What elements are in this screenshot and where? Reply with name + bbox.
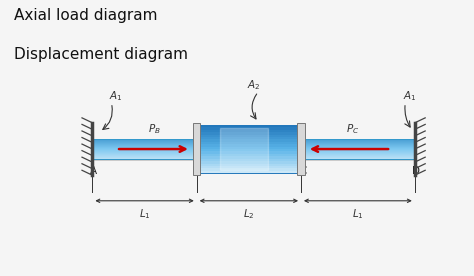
Text: Axial load diagram: Axial load diagram bbox=[14, 8, 158, 23]
Bar bbox=[92, 152, 197, 153]
Text: $P_C$: $P_C$ bbox=[346, 122, 360, 136]
Bar bbox=[92, 155, 197, 156]
Bar bbox=[197, 142, 301, 144]
Text: $A_1$: $A_1$ bbox=[109, 89, 123, 103]
Bar bbox=[197, 139, 301, 142]
Bar bbox=[301, 151, 415, 152]
Text: $L_1$: $L_1$ bbox=[352, 208, 364, 221]
Bar bbox=[92, 153, 197, 154]
Bar bbox=[197, 125, 301, 173]
Bar bbox=[301, 157, 415, 158]
Bar bbox=[301, 158, 415, 159]
Bar bbox=[301, 155, 415, 156]
Bar bbox=[197, 147, 301, 149]
Bar bbox=[301, 139, 415, 159]
Bar bbox=[197, 152, 301, 154]
Text: $A_2$: $A_2$ bbox=[247, 78, 260, 92]
Bar bbox=[197, 125, 301, 127]
Bar bbox=[92, 149, 197, 150]
Bar bbox=[197, 132, 301, 135]
Bar bbox=[197, 135, 301, 137]
Bar bbox=[92, 151, 197, 152]
Bar bbox=[197, 127, 301, 130]
Bar bbox=[92, 141, 197, 142]
Polygon shape bbox=[220, 128, 268, 170]
Bar bbox=[92, 156, 197, 157]
Bar bbox=[197, 130, 301, 132]
Bar bbox=[197, 154, 301, 156]
Bar bbox=[301, 143, 415, 144]
Bar bbox=[92, 144, 197, 145]
Bar bbox=[92, 147, 197, 148]
Bar bbox=[301, 146, 415, 147]
Bar bbox=[92, 145, 197, 146]
Bar bbox=[301, 150, 415, 151]
Text: A: A bbox=[90, 166, 97, 176]
Bar bbox=[92, 150, 197, 151]
Bar bbox=[301, 139, 415, 140]
Bar bbox=[197, 161, 301, 163]
Bar bbox=[301, 148, 415, 149]
Bar bbox=[197, 159, 301, 161]
Bar bbox=[92, 154, 197, 155]
Bar bbox=[301, 140, 415, 141]
Bar bbox=[197, 149, 301, 152]
Bar bbox=[197, 171, 301, 173]
Bar bbox=[197, 137, 301, 139]
Bar bbox=[92, 157, 197, 158]
Bar bbox=[301, 141, 415, 142]
Bar bbox=[92, 158, 197, 159]
Text: $P_B$: $P_B$ bbox=[148, 122, 160, 136]
Bar bbox=[301, 142, 415, 143]
Bar bbox=[197, 156, 301, 159]
Text: $L_2$: $L_2$ bbox=[243, 208, 255, 221]
Bar bbox=[92, 142, 197, 143]
Bar bbox=[301, 154, 415, 155]
Bar bbox=[193, 123, 200, 175]
Bar bbox=[301, 144, 415, 145]
Bar bbox=[301, 145, 415, 146]
Bar bbox=[92, 139, 197, 140]
Bar bbox=[301, 152, 415, 153]
Text: C: C bbox=[300, 166, 307, 176]
Bar bbox=[197, 168, 301, 171]
Text: $A_1$: $A_1$ bbox=[403, 89, 417, 103]
Text: D: D bbox=[412, 166, 420, 176]
Bar bbox=[92, 148, 197, 149]
Bar bbox=[301, 147, 415, 148]
Bar bbox=[92, 146, 197, 147]
Text: B: B bbox=[191, 166, 199, 176]
Bar bbox=[298, 123, 304, 175]
Bar bbox=[92, 139, 197, 159]
Bar bbox=[92, 143, 197, 144]
Bar bbox=[197, 144, 301, 147]
Bar bbox=[301, 156, 415, 157]
Text: $L_1$: $L_1$ bbox=[139, 208, 150, 221]
Bar bbox=[197, 163, 301, 166]
Bar bbox=[197, 166, 301, 168]
Bar bbox=[301, 149, 415, 150]
Text: Displacement diagram: Displacement diagram bbox=[14, 47, 188, 62]
Bar bbox=[301, 153, 415, 154]
Bar bbox=[92, 140, 197, 141]
